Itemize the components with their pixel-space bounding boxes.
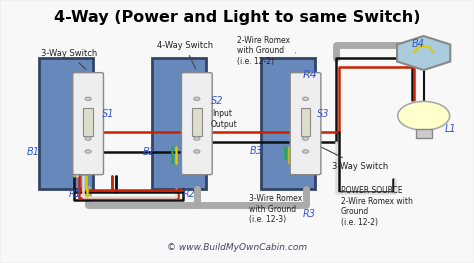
Text: R4: R4 <box>303 70 318 80</box>
Text: Input: Input <box>212 109 232 118</box>
Text: © www.BuildMyOwnCabin.com: © www.BuildMyOwnCabin.com <box>167 243 307 252</box>
Circle shape <box>85 127 91 130</box>
Circle shape <box>85 97 91 100</box>
Text: 2-Wire Romex
with Ground
(i.e. 12-2): 2-Wire Romex with Ground (i.e. 12-2) <box>237 36 296 66</box>
Circle shape <box>194 97 200 100</box>
Text: S2: S2 <box>211 96 224 106</box>
Bar <box>38 58 93 189</box>
Bar <box>416 129 432 138</box>
Text: POWER SOURCE
2-Wire Romex with
Ground
(i.e. 12-2): POWER SOURCE 2-Wire Romex with Ground (i… <box>341 186 413 227</box>
Text: S1: S1 <box>102 109 115 119</box>
Circle shape <box>302 127 309 130</box>
Text: R3: R3 <box>303 209 316 219</box>
Bar <box>301 108 310 136</box>
Text: B4: B4 <box>412 39 425 49</box>
Bar <box>152 58 206 189</box>
Circle shape <box>194 150 200 153</box>
Circle shape <box>194 127 200 130</box>
Text: B2: B2 <box>143 147 155 157</box>
Text: S3: S3 <box>318 109 330 119</box>
Text: 3-Wire Romex
with Ground
(i.e. 12-3): 3-Wire Romex with Ground (i.e. 12-3) <box>249 194 302 224</box>
Text: L1: L1 <box>445 124 456 134</box>
Circle shape <box>85 150 91 153</box>
Text: R1: R1 <box>69 189 82 199</box>
Circle shape <box>302 97 309 100</box>
FancyBboxPatch shape <box>73 73 103 175</box>
Text: Output: Output <box>211 120 238 129</box>
Circle shape <box>302 137 309 140</box>
Text: B3: B3 <box>250 146 263 156</box>
Circle shape <box>398 102 450 130</box>
Bar <box>83 108 93 136</box>
Bar <box>192 108 201 136</box>
Text: 3-Way Switch: 3-Way Switch <box>308 141 388 171</box>
Text: 3-Way Switch: 3-Way Switch <box>41 49 97 69</box>
Text: 4-Way (Power and Light to same Switch): 4-Way (Power and Light to same Switch) <box>54 10 420 25</box>
Circle shape <box>302 150 309 153</box>
Text: R2: R2 <box>182 189 196 199</box>
Bar <box>261 58 315 189</box>
Text: B1: B1 <box>27 147 40 157</box>
Circle shape <box>85 137 91 140</box>
Text: 4-Way Switch: 4-Way Switch <box>156 41 213 69</box>
FancyBboxPatch shape <box>182 73 212 175</box>
Circle shape <box>194 137 200 140</box>
Polygon shape <box>397 36 450 70</box>
FancyBboxPatch shape <box>290 73 321 175</box>
